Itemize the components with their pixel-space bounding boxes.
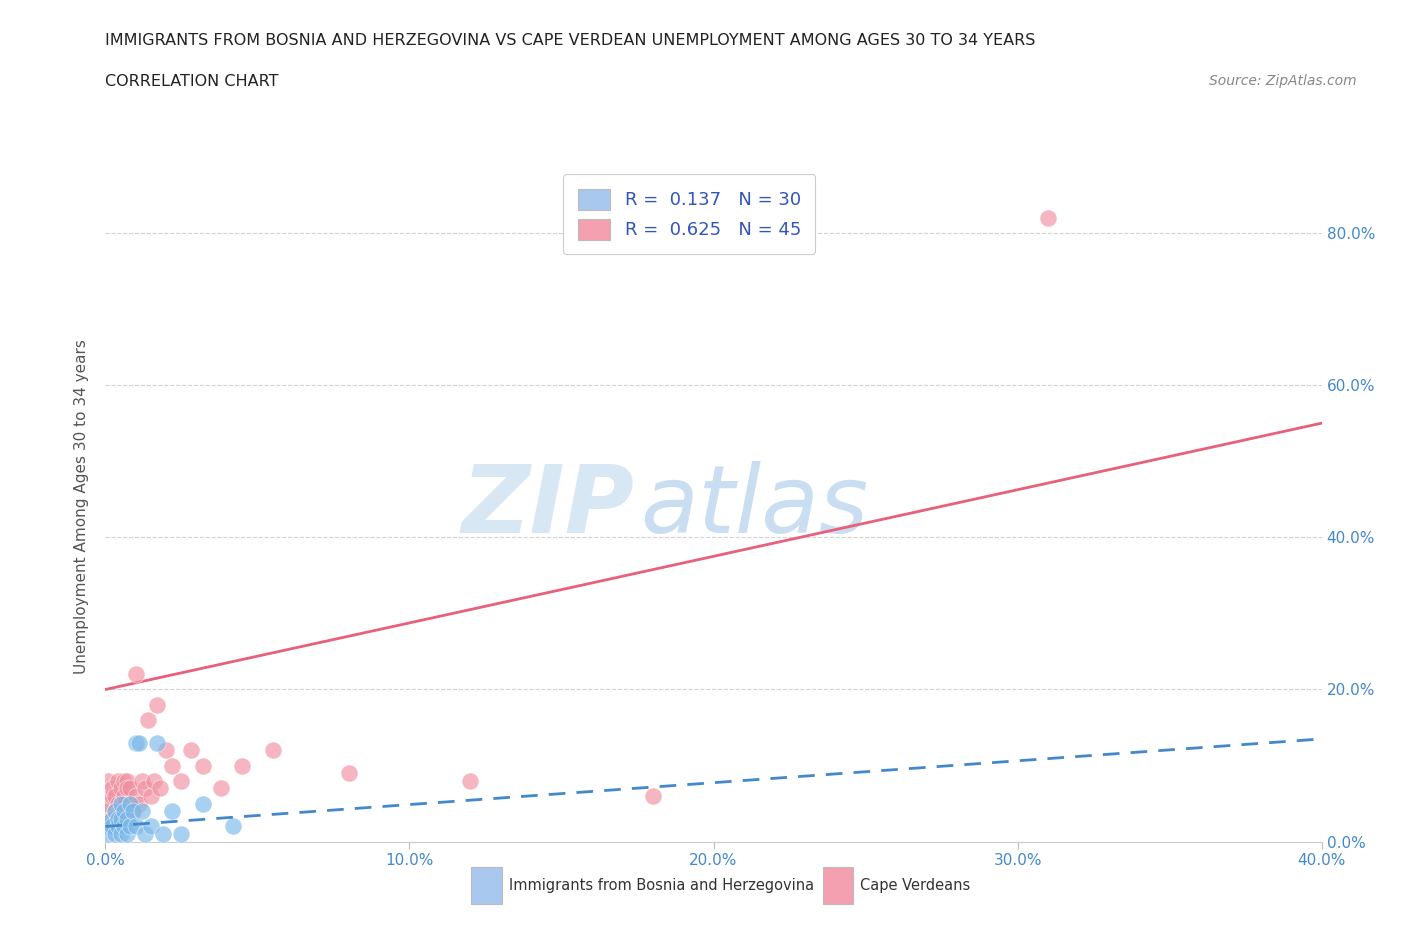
Point	[162, 758, 184, 773]
Point	[115, 781, 138, 796]
Point	[115, 774, 138, 789]
Point	[134, 827, 156, 842]
Point	[337, 765, 360, 780]
Point	[100, 781, 122, 796]
Point	[125, 789, 148, 804]
Point	[115, 827, 138, 842]
FancyBboxPatch shape	[471, 867, 502, 904]
Point	[118, 796, 141, 811]
Point	[128, 796, 150, 811]
Point	[128, 736, 150, 751]
Point	[139, 819, 162, 834]
Point	[125, 736, 148, 751]
Point	[107, 774, 129, 789]
Point	[107, 811, 129, 826]
Point	[107, 796, 129, 811]
Point	[97, 819, 120, 834]
Text: IMMIGRANTS FROM BOSNIA AND HERZEGOVINA VS CAPE VERDEAN UNEMPLOYMENT AMONG AGES 3: IMMIGRANTS FROM BOSNIA AND HERZEGOVINA V…	[105, 33, 1036, 47]
Point	[110, 781, 132, 796]
Point	[110, 827, 132, 842]
Point	[152, 827, 174, 842]
Point	[458, 774, 481, 789]
Point	[112, 774, 135, 789]
Point	[162, 804, 184, 818]
Point	[143, 774, 166, 789]
Legend: R =  0.137   N = 30, R =  0.625   N = 45: R = 0.137 N = 30, R = 0.625 N = 45	[564, 175, 815, 254]
Point	[121, 804, 143, 818]
Point	[125, 819, 148, 834]
Point	[146, 698, 169, 712]
Text: CORRELATION CHART: CORRELATION CHART	[105, 74, 278, 89]
Point	[136, 712, 159, 727]
Point	[1036, 210, 1059, 225]
Point	[100, 811, 122, 826]
Point	[110, 811, 132, 826]
Point	[134, 781, 156, 796]
Text: Cape Verdeans: Cape Verdeans	[860, 878, 970, 893]
Point	[112, 804, 135, 818]
Point	[103, 819, 125, 834]
Point	[107, 819, 129, 834]
Point	[103, 804, 125, 818]
Point	[112, 789, 135, 804]
Point	[100, 819, 122, 834]
Point	[170, 774, 193, 789]
Point	[103, 789, 125, 804]
Point	[209, 781, 232, 796]
Point	[103, 804, 125, 818]
Point	[131, 804, 153, 818]
Point	[110, 804, 132, 818]
Text: ZIP: ZIP	[461, 461, 634, 552]
Point	[110, 796, 132, 811]
Text: Immigrants from Bosnia and Herzegovina: Immigrants from Bosnia and Herzegovina	[509, 878, 814, 893]
Point	[139, 789, 162, 804]
Point	[118, 796, 141, 811]
Point	[146, 736, 169, 751]
Point	[100, 789, 122, 804]
Point	[121, 804, 143, 818]
Point	[262, 743, 284, 758]
Point	[191, 796, 214, 811]
Point	[155, 743, 177, 758]
Point	[115, 811, 138, 826]
Point	[222, 819, 245, 834]
Point	[118, 819, 141, 834]
Point	[110, 796, 132, 811]
Point	[107, 811, 129, 826]
Point	[97, 774, 120, 789]
Point	[97, 804, 120, 818]
Point	[170, 827, 193, 842]
Point	[97, 796, 120, 811]
Point	[97, 827, 120, 842]
Point	[641, 789, 664, 804]
Point	[100, 811, 122, 826]
Point	[131, 774, 153, 789]
Point	[231, 758, 253, 773]
Point	[125, 667, 148, 682]
Point	[149, 781, 172, 796]
Point	[180, 743, 202, 758]
FancyBboxPatch shape	[823, 867, 853, 904]
Point	[191, 758, 214, 773]
Point	[112, 796, 135, 811]
Point	[103, 827, 125, 842]
Point	[118, 781, 141, 796]
Text: atlas: atlas	[641, 461, 869, 552]
Point	[112, 819, 135, 834]
Y-axis label: Unemployment Among Ages 30 to 34 years: Unemployment Among Ages 30 to 34 years	[75, 339, 90, 674]
Text: Source: ZipAtlas.com: Source: ZipAtlas.com	[1209, 74, 1357, 88]
